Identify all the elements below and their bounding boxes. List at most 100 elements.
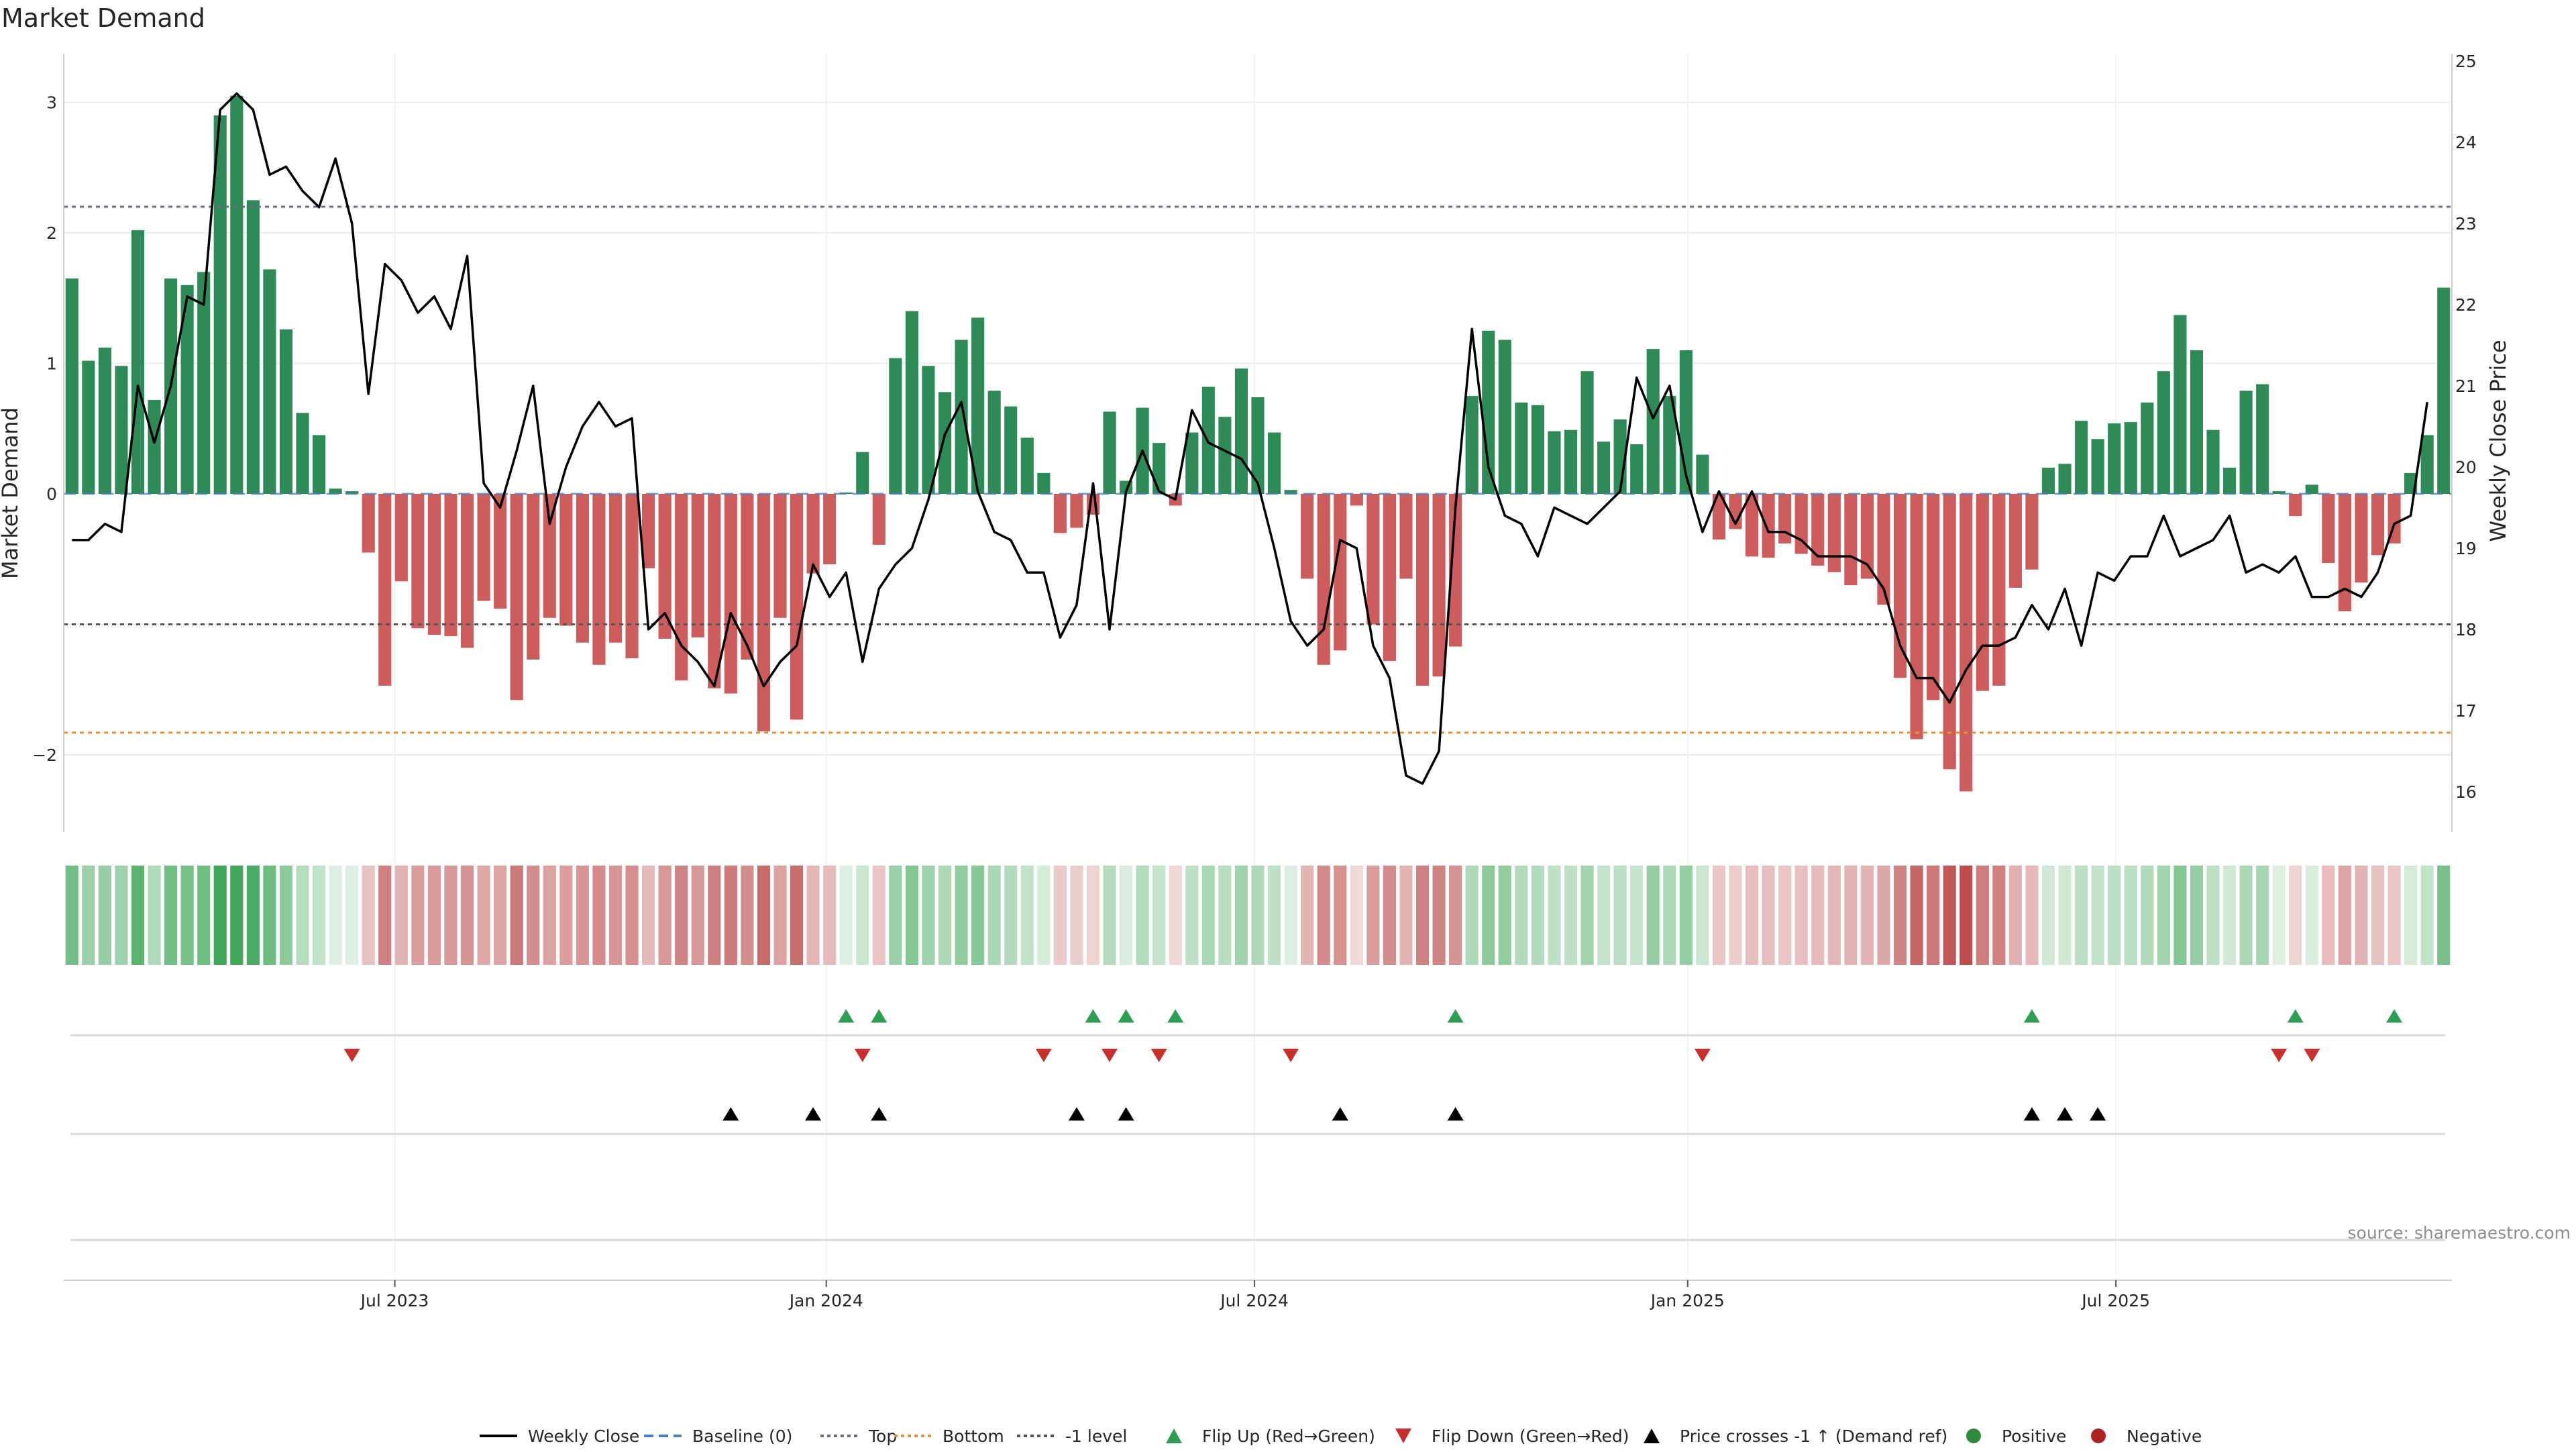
- flip-down-marker: [854, 1049, 871, 1062]
- positive-demand-bar: [115, 366, 128, 494]
- legend-triangle-down-icon: [1395, 1429, 1411, 1443]
- flip-down-marker: [1283, 1049, 1299, 1062]
- heat-cell: [1498, 866, 1511, 965]
- heat-cell: [543, 866, 556, 965]
- flip-up-marker: [1447, 1009, 1464, 1023]
- heat-cell: [559, 866, 573, 965]
- heat-cell: [1037, 866, 1051, 965]
- heat-cell: [197, 866, 211, 965]
- heat-cell: [1465, 866, 1479, 965]
- price-cross-marker: [722, 1107, 739, 1121]
- negative-demand-bar: [608, 494, 623, 643]
- positive-demand-bar: [1597, 442, 1611, 494]
- heat-cell: [2174, 866, 2187, 965]
- negative-demand-bar: [1960, 494, 1973, 792]
- negative-demand-bar: [444, 494, 458, 637]
- heat-cell: [806, 866, 820, 965]
- positive-demand-bar: [955, 340, 968, 494]
- negative-demand-bar: [510, 494, 523, 701]
- positive-demand-bar: [2305, 484, 2318, 494]
- negative-demand-bar: [1415, 494, 1430, 686]
- negative-demand-bar: [1053, 494, 1067, 533]
- legend-label: Top: [868, 1427, 897, 1446]
- positive-demand-bar: [2239, 391, 2253, 494]
- positive-demand-bar: [1284, 490, 1297, 494]
- negative-demand-bar: [411, 494, 425, 629]
- negative-demand-bar: [658, 494, 672, 639]
- heat-cell: [2025, 866, 2039, 965]
- heat-cell: [1860, 866, 1874, 965]
- heat-cell: [2058, 866, 2072, 965]
- heat-cell: [444, 866, 458, 965]
- negative-demand-bar: [1383, 494, 1396, 661]
- heat-cell: [2141, 866, 2154, 965]
- negative-demand-bar: [1778, 494, 1792, 543]
- negative-demand-bar: [2289, 494, 2302, 517]
- positive-demand-bar: [329, 488, 342, 494]
- price-cross-marker: [1118, 1107, 1134, 1121]
- flip-down-marker: [343, 1049, 360, 1062]
- heat-cell: [642, 866, 655, 965]
- negative-demand-bar: [675, 494, 688, 681]
- negative-demand-bar: [494, 494, 507, 609]
- positive-demand-bar: [1646, 349, 1660, 494]
- positive-demand-bar: [2108, 423, 2121, 494]
- positive-demand-bar: [1564, 429, 1578, 494]
- legend-label: Positive: [2002, 1427, 2066, 1446]
- heat-cell: [2239, 866, 2253, 965]
- heat-cell: [2322, 866, 2335, 965]
- heat-cell: [279, 866, 293, 965]
- demand-bars: [65, 95, 2451, 792]
- heat-cell: [1334, 866, 1347, 965]
- heat-cell: [2041, 866, 2055, 965]
- negative-demand-bar: [625, 494, 639, 659]
- positive-demand-bar: [263, 269, 276, 494]
- heat-cell: [2075, 866, 2088, 965]
- negative-demand-bar: [691, 494, 704, 637]
- chart-title: Market Demand: [1, 3, 205, 33]
- right-tick-label: 19: [2455, 539, 2477, 558]
- heat-cell: [1218, 866, 1232, 965]
- heat-cell: [98, 866, 111, 965]
- negative-demand-bar: [1301, 494, 1314, 579]
- heat-cell: [213, 866, 227, 965]
- heat-cell: [1301, 866, 1314, 965]
- negative-demand-bar: [2371, 494, 2385, 556]
- heat-cell: [1020, 866, 1034, 965]
- heat-cell: [1201, 866, 1215, 965]
- positive-demand-bar: [1152, 443, 1166, 494]
- positive-demand-bar: [2206, 429, 2220, 494]
- negative-demand-bar: [757, 494, 771, 731]
- heat-cell: [1415, 866, 1430, 965]
- heat-cell: [1548, 866, 1561, 965]
- price-cross-marker: [805, 1107, 822, 1121]
- heat-cell: [2108, 866, 2121, 965]
- heat-cell: [394, 866, 408, 965]
- positive-demand-bar: [2091, 439, 2104, 494]
- negative-demand-bar: [1334, 494, 1347, 651]
- heat-cell: [1597, 866, 1611, 965]
- heat-cell: [2272, 866, 2286, 965]
- heat-cell: [164, 866, 178, 965]
- positive-demand-bar: [938, 392, 952, 494]
- positive-demand-bar: [1020, 437, 1034, 494]
- flip-down-marker: [2271, 1049, 2288, 1062]
- heat-cell: [1267, 866, 1281, 965]
- positive-demand-bar: [2075, 421, 2088, 494]
- negative-demand-bar: [1877, 494, 1890, 605]
- positive-demand-bar: [1465, 396, 1479, 494]
- heat-cell: [1169, 866, 1182, 965]
- heat-cell: [1515, 866, 1528, 965]
- left-tick-label: 1: [46, 354, 57, 374]
- right-tick-label: 20: [2455, 458, 2477, 477]
- heat-cell: [2355, 866, 2368, 965]
- negative-demand-bar: [1976, 494, 1989, 691]
- heat-cell: [955, 866, 968, 965]
- positive-demand-bar: [197, 272, 211, 494]
- heat-cell: [329, 866, 342, 965]
- heat-cell: [1630, 866, 1644, 965]
- heat-cell: [872, 866, 885, 965]
- right-tick-label: 22: [2455, 295, 2477, 315]
- heat-cell: [1960, 866, 1973, 965]
